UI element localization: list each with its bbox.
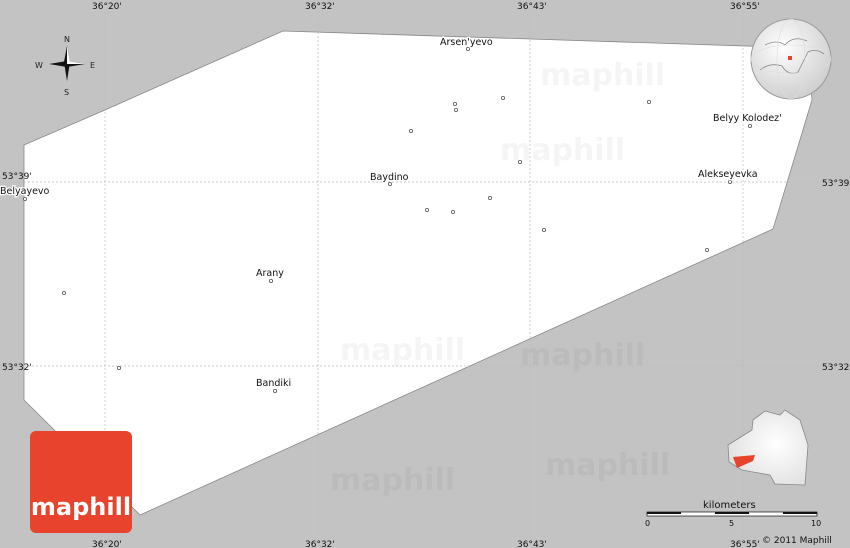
svg-text:maphill: maphill	[540, 58, 665, 93]
region-inset-map	[727, 409, 809, 486]
lon-label: 36°20'	[92, 2, 122, 12]
svg-text:maphill: maphill	[340, 333, 465, 368]
settlement-dots	[62, 96, 710, 370]
lon-label: 36°43'	[517, 2, 547, 12]
place-bandiki[interactable]: Bandiki	[255, 377, 292, 393]
svg-text:N: N	[64, 35, 70, 44]
svg-text:maphill: maphill	[545, 448, 670, 483]
svg-text:5: 5	[729, 519, 734, 528]
svg-text:Arany: Arany	[256, 268, 284, 279]
svg-text:10: 10	[811, 519, 821, 528]
svg-text:Belyy Kolodez': Belyy Kolodez'	[713, 113, 782, 124]
place-belyy-kolodez[interactable]: Belyy Kolodez'	[712, 112, 783, 129]
place-alekseyevka[interactable]: Alekseyevka	[697, 168, 759, 184]
svg-text:E: E	[90, 61, 95, 70]
lat-label: 53°39'	[822, 179, 850, 189]
svg-text:maphill: maphill	[330, 463, 455, 498]
lon-label: 36°20'	[92, 540, 122, 548]
scale-bar: kilometers 0 5 10	[645, 500, 821, 528]
svg-text:Baydino: Baydino	[370, 172, 409, 183]
lon-label: 36°43'	[517, 540, 547, 548]
svg-text:S: S	[64, 88, 69, 97]
lon-label: 36°32'	[305, 540, 335, 548]
svg-text:Bandiki: Bandiki	[256, 378, 291, 389]
globe-locator-icon	[750, 18, 832, 100]
place-arany[interactable]: Arany	[255, 267, 285, 283]
svg-text:W: W	[35, 61, 43, 70]
svg-text:0: 0	[645, 519, 650, 528]
copyright: © 2011 Maphill	[762, 536, 832, 546]
svg-text:Belyayevo: Belyayevo	[0, 186, 50, 197]
place-belyayevo[interactable]: Belyayevo	[0, 185, 51, 201]
svg-text:Arsen'yevo: Arsen'yevo	[440, 37, 493, 48]
maphill-logo[interactable]: maphill	[30, 431, 132, 533]
lon-label: 36°55'	[730, 540, 760, 548]
svg-text:maphill: maphill	[520, 338, 645, 373]
lat-label: 53°39'	[2, 172, 32, 182]
svg-text:kilometers: kilometers	[703, 500, 756, 511]
lat-label: 53°32'	[822, 363, 850, 373]
lat-label: 53°32'	[2, 363, 32, 373]
place-baydino[interactable]: Baydino	[369, 171, 410, 186]
lon-label: 36°55'	[730, 2, 760, 12]
svg-text:Alekseyevka: Alekseyevka	[698, 169, 758, 180]
compass-rose-icon: N S E W	[35, 35, 95, 97]
place-arsenyevo[interactable]: Arsen'yevo	[439, 36, 494, 52]
lon-label: 36°32'	[305, 2, 335, 12]
logo-text: maphill	[30, 493, 132, 521]
